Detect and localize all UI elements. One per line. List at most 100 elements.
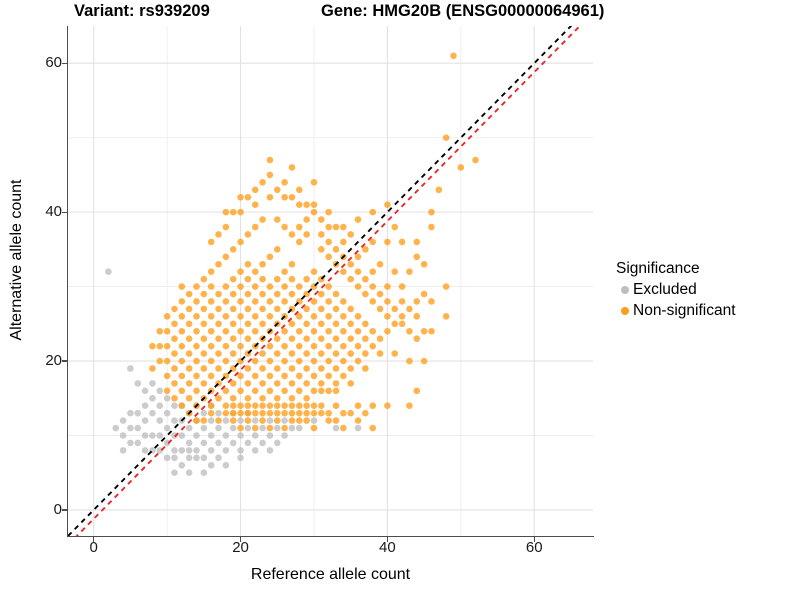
- x-axis-title: Reference allele count: [250, 566, 411, 583]
- data-point-non-significant: [288, 365, 296, 372]
- data-point-non-significant: [251, 313, 259, 320]
- y-tick-label: 60: [45, 54, 62, 72]
- data-point-non-significant: [288, 417, 296, 424]
- data-point-excluded: [127, 424, 134, 432]
- data-point-non-significant: [185, 380, 193, 387]
- data-point-non-significant: [303, 231, 310, 238]
- y-tick-mark: [62, 62, 67, 64]
- data-point-excluded: [259, 439, 266, 447]
- x-tick-label: 40: [379, 539, 396, 556]
- data-point-non-significant: [332, 365, 340, 372]
- data-point-non-significant: [273, 417, 281, 424]
- data-point-non-significant: [318, 231, 325, 238]
- data-point-non-significant: [413, 238, 421, 246]
- x-tick-label: 0: [89, 539, 98, 556]
- data-point-non-significant: [376, 350, 384, 357]
- data-point-non-significant: [369, 268, 377, 275]
- data-point-non-significant: [259, 380, 266, 387]
- data-point-non-significant: [295, 283, 303, 290]
- data-point-non-significant: [303, 394, 310, 402]
- data-point-excluded: [244, 424, 252, 432]
- data-point-non-significant: [406, 268, 413, 275]
- data-point-non-significant: [295, 186, 303, 194]
- data-point-non-significant: [251, 402, 259, 410]
- data-point-non-significant: [222, 402, 230, 410]
- data-point-excluded: [156, 387, 164, 395]
- data-point-non-significant: [354, 253, 362, 261]
- data-point-excluded: [215, 409, 222, 417]
- data-point-excluded: [237, 417, 244, 424]
- data-point-non-significant: [207, 283, 215, 290]
- data-point-non-significant: [303, 201, 310, 208]
- data-point-non-significant: [281, 342, 288, 350]
- data-point-non-significant: [244, 365, 252, 372]
- data-point-excluded: [171, 432, 178, 439]
- data-point-non-significant: [332, 290, 340, 298]
- data-point-excluded: [163, 454, 171, 462]
- data-point-non-significant: [207, 313, 215, 320]
- data-point-excluded: [134, 380, 142, 387]
- data-point-non-significant: [281, 387, 288, 395]
- data-point-non-significant: [391, 305, 399, 313]
- data-point-non-significant: [347, 305, 354, 313]
- data-point-non-significant: [347, 365, 354, 372]
- data-point-excluded: [141, 432, 149, 439]
- data-point-non-significant: [384, 283, 391, 290]
- data-point-non-significant: [369, 342, 377, 350]
- data-point-excluded: [200, 439, 208, 447]
- data-point-non-significant: [384, 313, 391, 320]
- title-row: Variant: rs939209 Gene: HMG20B (ENSG0000…: [68, 2, 768, 26]
- data-point-excluded: [141, 387, 149, 395]
- data-point-non-significant: [398, 313, 406, 320]
- data-point-non-significant: [200, 380, 208, 387]
- data-point-non-significant: [200, 320, 208, 328]
- data-point-non-significant: [149, 365, 156, 372]
- data-point-non-significant: [251, 327, 259, 335]
- data-point-excluded: [259, 424, 266, 432]
- data-point-non-significant: [259, 320, 266, 328]
- data-point-non-significant: [384, 238, 391, 246]
- data-point-non-significant: [332, 350, 340, 357]
- data-point-non-significant: [288, 394, 296, 402]
- legend: Significance Excluded Non-significant: [616, 258, 796, 321]
- data-point-non-significant: [222, 342, 230, 350]
- data-point-non-significant: [340, 298, 347, 305]
- data-point-non-significant: [281, 372, 288, 380]
- data-point-excluded: [163, 409, 171, 417]
- data-point-non-significant: [207, 238, 215, 246]
- data-point-non-significant: [354, 268, 362, 275]
- data-point-non-significant: [384, 327, 391, 335]
- data-point-non-significant: [251, 283, 259, 290]
- data-point-non-significant: [295, 223, 303, 231]
- data-point-non-significant: [310, 409, 318, 417]
- data-point-non-significant: [222, 387, 230, 395]
- data-point-non-significant: [244, 320, 252, 328]
- data-point-excluded: [156, 432, 164, 439]
- data-point-non-significant: [251, 223, 259, 231]
- data-point-non-significant: [325, 327, 332, 335]
- y-tick-mark: [62, 211, 67, 213]
- data-point-non-significant: [237, 193, 244, 201]
- data-point-excluded: [134, 409, 142, 417]
- legend-item-excluded[interactable]: Excluded: [616, 279, 796, 300]
- data-point-non-significant: [178, 313, 186, 320]
- data-point-non-significant: [193, 417, 200, 424]
- legend-item-non-significant[interactable]: Non-significant: [616, 300, 796, 321]
- data-point-non-significant: [303, 320, 310, 328]
- data-point-non-significant: [318, 365, 325, 372]
- data-point-non-significant: [332, 387, 340, 395]
- data-point-non-significant: [222, 313, 230, 320]
- data-point-non-significant: [391, 223, 399, 231]
- data-point-excluded: [171, 417, 178, 424]
- data-point-non-significant: [398, 298, 406, 305]
- x-axis-line: [67, 536, 594, 538]
- data-point-non-significant: [288, 260, 296, 268]
- data-point-non-significant: [207, 357, 215, 365]
- data-point-non-significant: [222, 298, 230, 305]
- y-tick-label: 40: [45, 203, 62, 221]
- data-point-non-significant: [237, 372, 244, 380]
- data-point-non-significant: [288, 193, 296, 201]
- data-point-non-significant: [325, 283, 332, 290]
- data-point-non-significant: [222, 223, 230, 231]
- data-point-non-significant: [163, 387, 171, 395]
